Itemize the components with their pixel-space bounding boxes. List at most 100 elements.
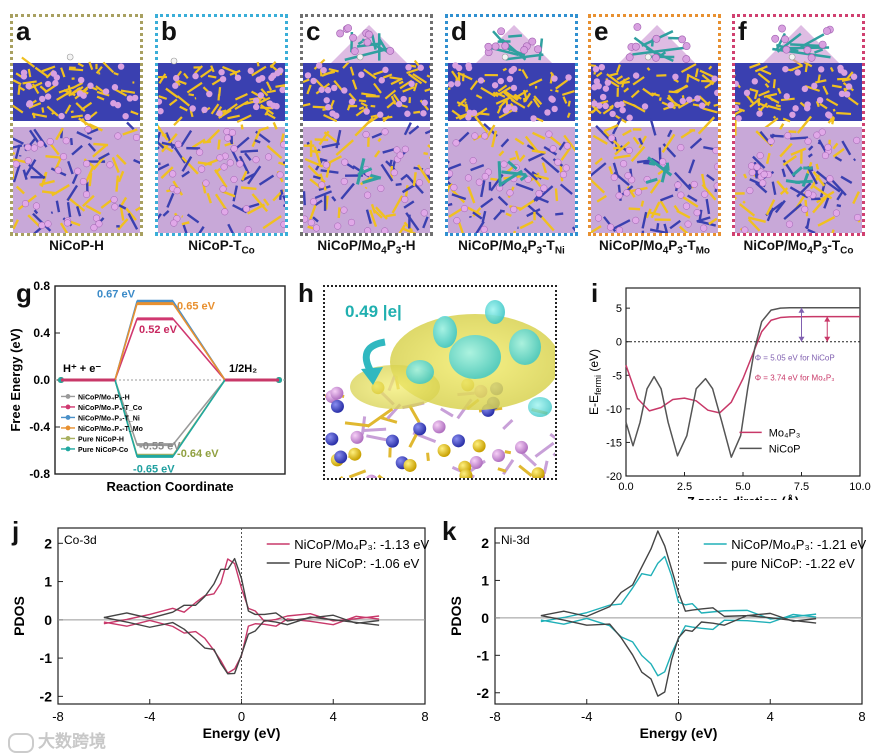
bond xyxy=(532,131,546,140)
hydrogen-atom xyxy=(501,53,509,61)
bond xyxy=(533,173,549,181)
bond xyxy=(815,100,820,108)
y-axis-label: PDOS xyxy=(11,596,27,636)
p-atom xyxy=(465,62,472,69)
phi-arrowhead xyxy=(824,336,831,342)
charge-transfer-arrowhead xyxy=(361,367,383,385)
bond xyxy=(754,65,768,73)
cluster-bond xyxy=(800,33,825,49)
bond xyxy=(333,79,344,92)
bond xyxy=(650,201,661,219)
bond xyxy=(771,181,777,195)
bond xyxy=(127,212,139,230)
bond xyxy=(111,157,120,173)
y-tick-label: 1 xyxy=(44,574,52,590)
lattice-atom xyxy=(330,399,344,413)
bond xyxy=(608,166,614,175)
y-tick-label: -5 xyxy=(612,370,622,382)
bond xyxy=(28,129,40,145)
p-atom xyxy=(348,98,356,106)
top-bg xyxy=(735,127,862,233)
lattice-atom xyxy=(514,440,528,454)
structure-caption-e: NiCoP/Mo4P3-TMo xyxy=(598,238,711,257)
bond xyxy=(533,95,543,105)
p-atom xyxy=(530,115,537,122)
bond xyxy=(566,112,571,118)
bond xyxy=(772,115,777,119)
cluster-atom xyxy=(652,53,660,62)
bond xyxy=(500,138,510,148)
bond xyxy=(708,65,713,70)
x-tick-label: -8 xyxy=(52,709,64,724)
p-atom xyxy=(189,105,196,112)
p-atom xyxy=(682,202,690,210)
bond xyxy=(765,199,776,216)
cluster-atom xyxy=(818,40,827,49)
bond xyxy=(706,174,715,182)
legend-entry: Pure NiCoP: -1.06 eV xyxy=(294,556,419,571)
bond xyxy=(173,116,183,126)
cluster-atom xyxy=(365,30,373,39)
p-atom xyxy=(216,110,223,117)
bond xyxy=(369,209,378,227)
bond xyxy=(240,124,244,130)
lattice-atom xyxy=(325,432,339,446)
bond xyxy=(303,102,311,107)
bond xyxy=(67,196,86,212)
lattice-atom xyxy=(437,444,451,458)
p-atom xyxy=(804,104,811,112)
bond xyxy=(314,190,333,200)
bond xyxy=(39,179,55,186)
p-atom xyxy=(174,140,182,148)
p-atom xyxy=(20,69,28,76)
bond xyxy=(491,130,498,148)
p-atom xyxy=(746,187,754,195)
cluster-bond-top xyxy=(497,161,502,187)
bond xyxy=(779,123,785,130)
lattice-bond xyxy=(518,464,533,478)
bond xyxy=(606,73,621,85)
bond xyxy=(609,104,615,109)
bond xyxy=(337,207,341,219)
state-label-right: 1/2H₂ xyxy=(229,363,257,375)
p-atom xyxy=(672,73,679,81)
top-view-lattice xyxy=(735,115,862,233)
bond xyxy=(240,186,257,191)
bond xyxy=(351,79,358,90)
bond xyxy=(370,104,376,108)
p-atom xyxy=(511,105,518,112)
p-atom xyxy=(304,72,312,79)
p-atom xyxy=(192,72,199,80)
p-atom xyxy=(619,106,626,114)
bond xyxy=(660,194,674,202)
bond xyxy=(115,175,120,192)
y-tick-label: -2 xyxy=(40,688,53,704)
bond xyxy=(181,170,190,178)
bond xyxy=(115,154,127,165)
p-atom xyxy=(52,79,59,87)
p-atom xyxy=(714,89,718,97)
bond xyxy=(181,221,190,226)
bond xyxy=(686,73,700,82)
bond xyxy=(28,163,46,180)
bond xyxy=(623,87,630,93)
bond xyxy=(613,154,631,160)
legend-entry: pure NiCoP: -1.22 eV xyxy=(731,556,855,571)
legend-marker xyxy=(65,436,71,441)
bond xyxy=(524,92,532,103)
top-view-lattice xyxy=(158,121,285,233)
structure-frame-c xyxy=(300,14,433,236)
panel-label-g: g xyxy=(16,278,32,308)
legend: NiCoP/Mo₄P₃-H NiCoP/Mo₄P₃-T_Co NiCoP/Mo₄P₃… xyxy=(61,394,143,454)
bond xyxy=(490,177,498,181)
lattice-bond xyxy=(339,475,344,478)
p-atom xyxy=(131,94,139,102)
series-line xyxy=(114,302,226,381)
bond xyxy=(14,144,21,161)
side-view-slab xyxy=(158,60,285,126)
bond xyxy=(158,124,169,141)
bond xyxy=(389,76,402,81)
y-axis-label: E-Efermi (eV) xyxy=(587,349,603,415)
bond xyxy=(345,162,355,170)
bond xyxy=(656,223,660,230)
